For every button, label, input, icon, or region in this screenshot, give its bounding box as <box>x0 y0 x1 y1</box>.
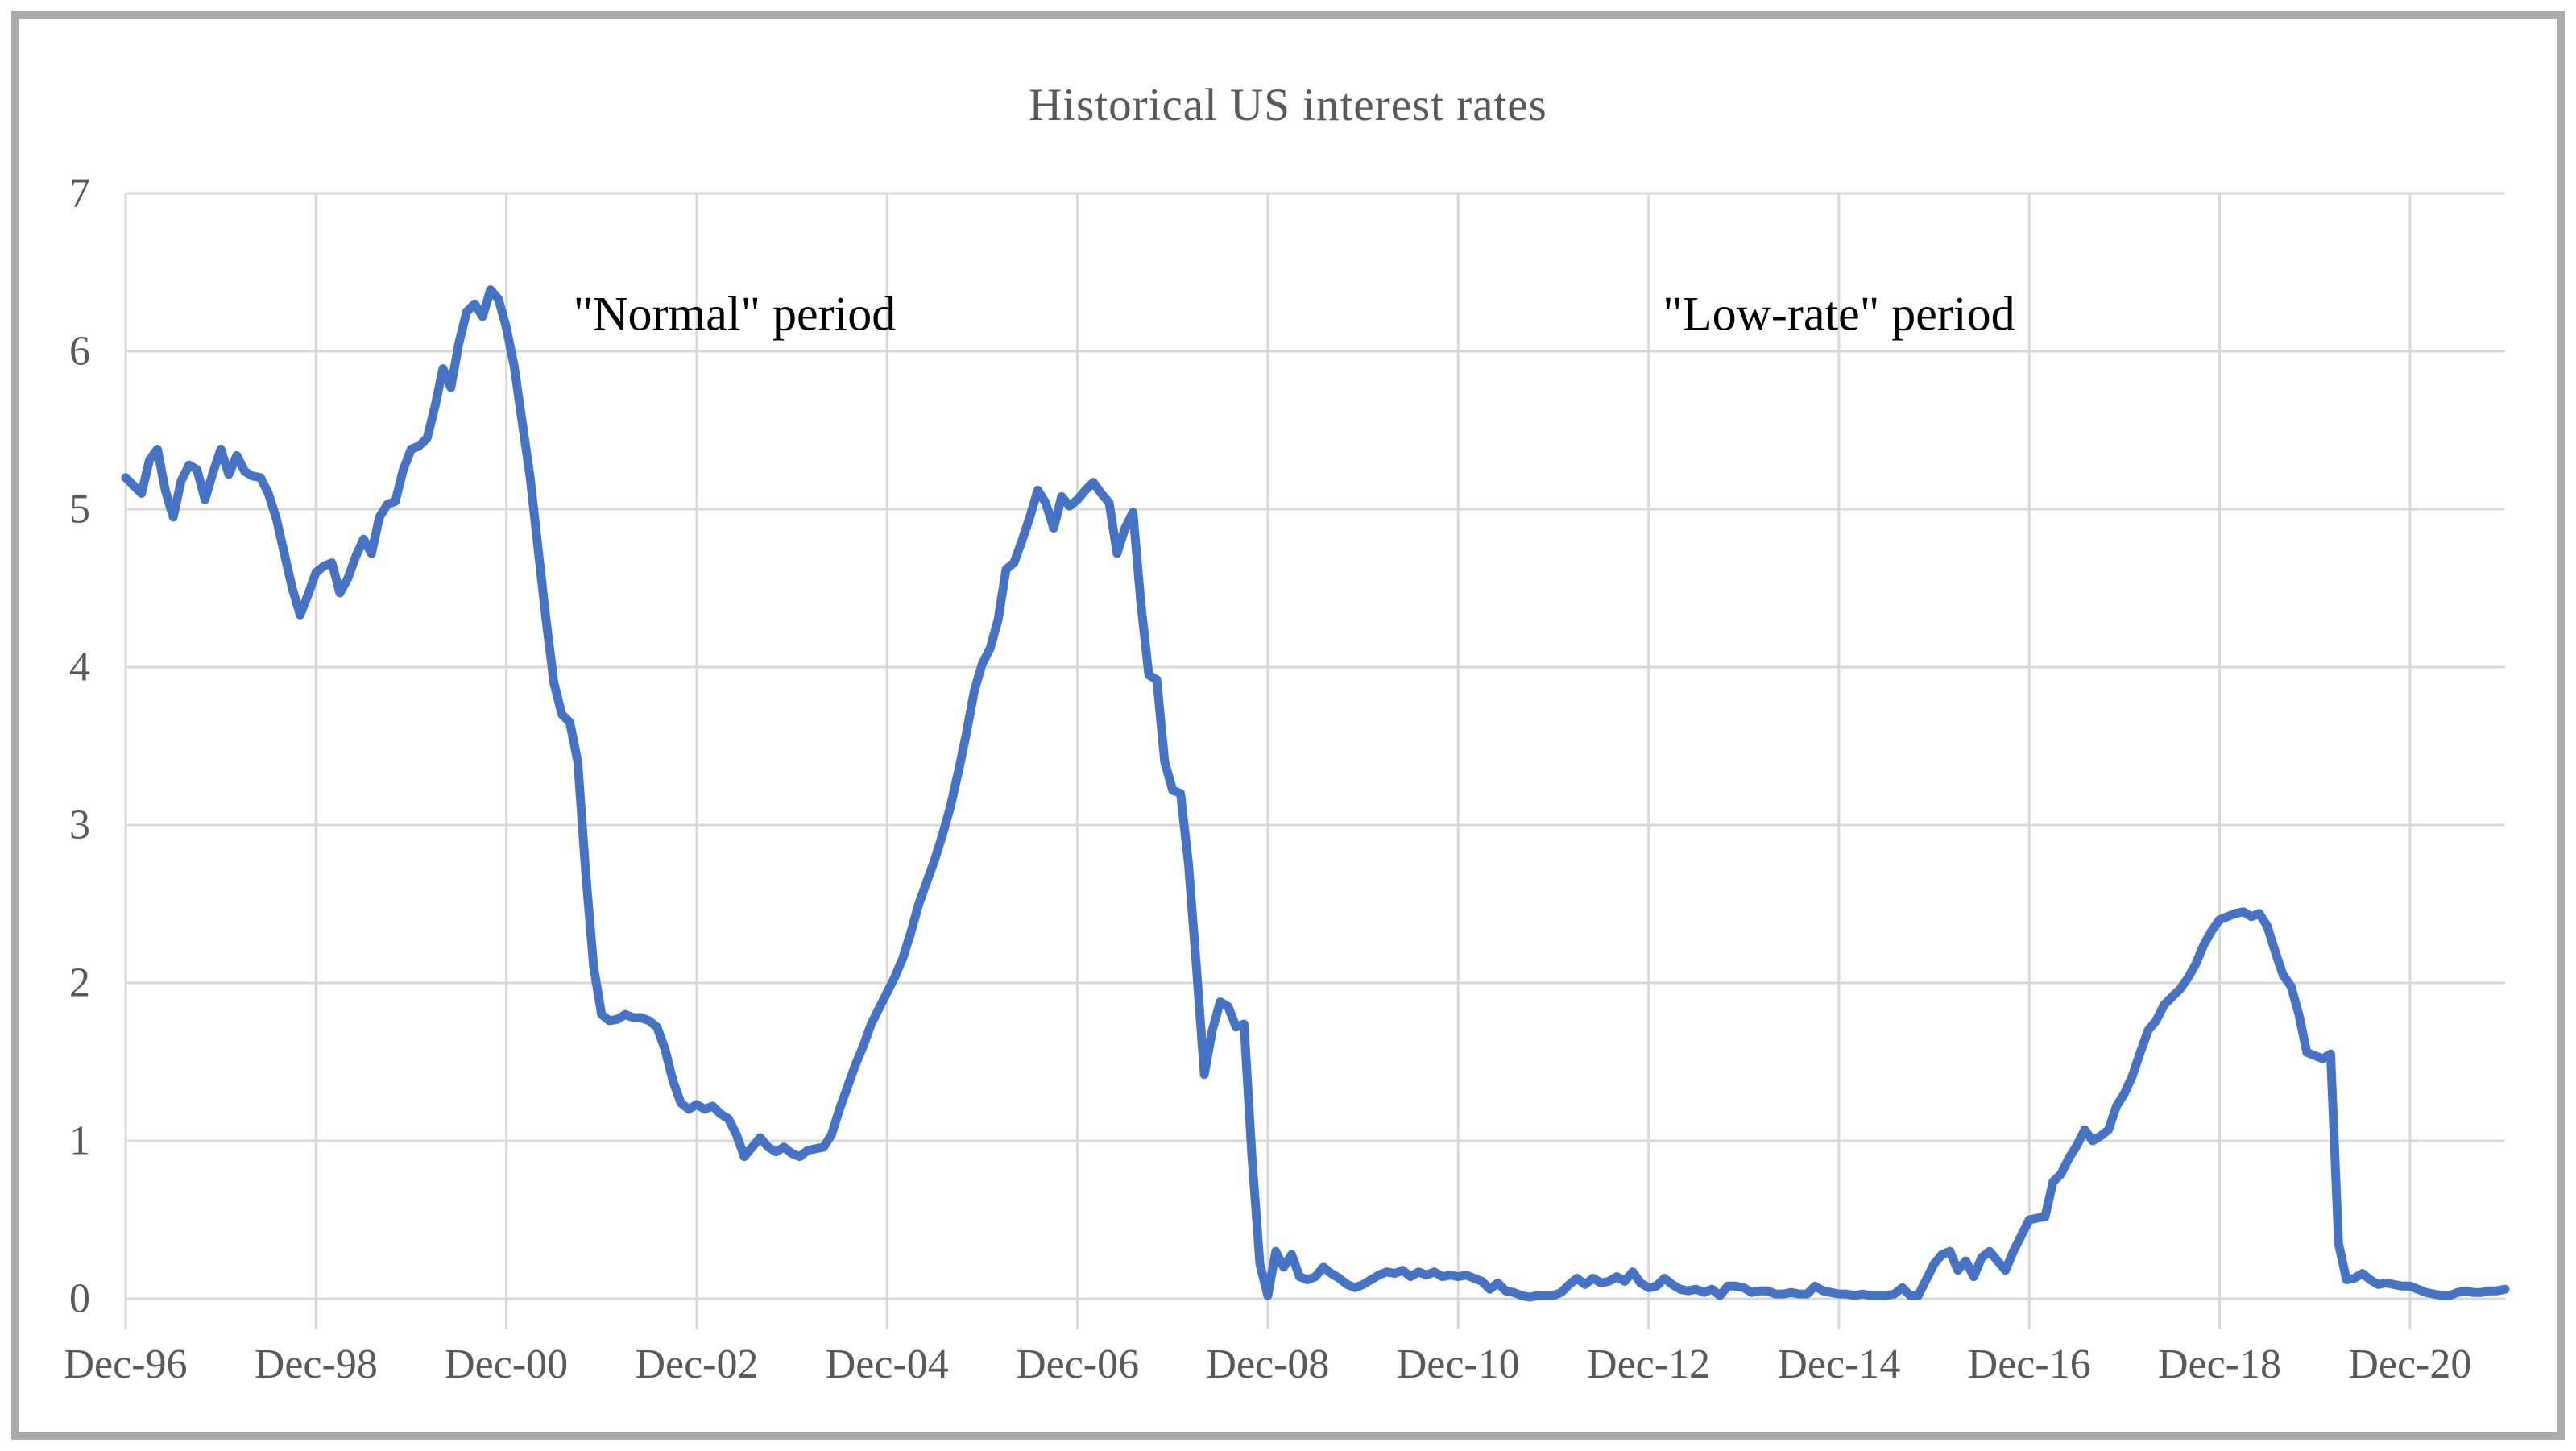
x-axis-label-Dec-02: Dec-02 <box>635 1341 759 1387</box>
x-axis-label-Dec-18: Dec-18 <box>2158 1341 2282 1387</box>
annotation-low-rate-period: "Low-rate" period <box>1663 287 2015 341</box>
x-axis-label-Dec-06: Dec-06 <box>1016 1341 1140 1387</box>
y-axis-label-5: 5 <box>69 486 90 533</box>
y-axis-label-0: 0 <box>69 1275 90 1322</box>
y-axis-label-2: 2 <box>69 960 90 1006</box>
x-axis-label-Dec-10: Dec-10 <box>1396 1341 1520 1387</box>
y-axis-label-7: 7 <box>69 170 90 217</box>
y-axis-label-6: 6 <box>69 328 90 375</box>
x-axis-label-Dec-08: Dec-08 <box>1206 1341 1330 1387</box>
x-axis-label-Dec-20: Dec-20 <box>2348 1341 2472 1387</box>
interest-rate-line <box>121 285 2510 1302</box>
x-axis-label-Dec-04: Dec-04 <box>825 1341 949 1387</box>
x-axis-label-Dec-98: Dec-98 <box>254 1341 378 1387</box>
y-axis-label-3: 3 <box>69 802 90 848</box>
y-axis-label-1: 1 <box>69 1117 90 1164</box>
chart-title: Historical US interest rates <box>1029 80 1547 131</box>
x-axis-label-Dec-14: Dec-14 <box>1777 1341 1901 1387</box>
x-axis-label-Dec-12: Dec-12 <box>1587 1341 1711 1387</box>
annotation-normal-period: "Normal" period <box>573 287 897 341</box>
x-axis-label-Dec-96: Dec-96 <box>64 1341 188 1387</box>
x-axis-label-Dec-00: Dec-00 <box>445 1341 569 1387</box>
chart-outer-border <box>11 11 2565 1440</box>
y-axis-label-4: 4 <box>69 644 90 690</box>
x-axis-label-Dec-16: Dec-16 <box>1967 1341 2091 1387</box>
